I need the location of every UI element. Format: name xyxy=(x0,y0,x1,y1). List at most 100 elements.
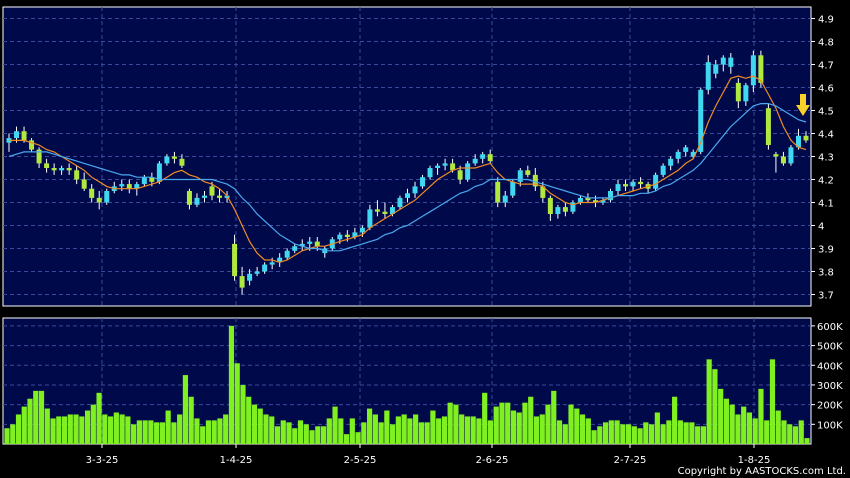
price-tick-label: 4.3 xyxy=(818,153,834,164)
volume-bar xyxy=(251,404,258,444)
volume-bar xyxy=(741,406,747,444)
candle-up xyxy=(397,197,403,208)
volume-bar xyxy=(424,422,430,444)
volume-bar xyxy=(430,410,436,444)
volume-bar-series xyxy=(4,325,810,444)
volume-bar xyxy=(33,390,39,444)
volume-bar xyxy=(660,424,666,444)
volume-axis: 100K 200K 300K 400K 500K 600K xyxy=(811,322,843,431)
volume-bar xyxy=(205,420,212,444)
candle-down xyxy=(374,209,380,212)
volume-bar xyxy=(303,424,309,444)
volume-bar xyxy=(309,430,315,444)
candle-up xyxy=(480,154,486,159)
volume-bar xyxy=(355,432,361,444)
candle-up xyxy=(427,168,433,178)
volume-bar xyxy=(654,412,660,444)
price-tick-label: 4 xyxy=(818,222,824,233)
date-tick-label: 2-7-25 xyxy=(614,455,647,466)
candle-up xyxy=(510,181,516,196)
volume-bar xyxy=(378,422,384,444)
price-tick-label: 3.7 xyxy=(818,291,834,302)
candle-down xyxy=(765,108,771,145)
volume-bar xyxy=(551,390,557,444)
candle-up xyxy=(435,165,441,168)
volume-bar xyxy=(119,414,125,444)
volume-bar xyxy=(631,426,637,444)
volume-bar xyxy=(15,414,22,444)
volume-bar xyxy=(395,416,401,444)
volume-bar xyxy=(297,420,304,444)
volume-tick-label: 500K xyxy=(817,342,843,353)
candle-up xyxy=(164,156,170,164)
moving-average-short-line xyxy=(9,75,807,263)
volume-bar xyxy=(735,414,741,444)
volume-bar xyxy=(620,424,626,444)
candle-up xyxy=(59,168,65,171)
volume-bar xyxy=(597,426,603,444)
volume-bar xyxy=(706,359,712,444)
volume-bar xyxy=(61,416,68,444)
price-tick-label: 4.2 xyxy=(818,176,834,187)
candle-up xyxy=(352,232,358,237)
candle-down xyxy=(74,170,80,180)
candle-up xyxy=(653,174,659,189)
date-tick-label: 1-4-25 xyxy=(220,455,253,466)
price-tick-label: 4.6 xyxy=(818,84,834,95)
candle-up xyxy=(367,209,373,228)
volume-bar xyxy=(73,414,79,444)
volume-bar xyxy=(142,420,148,444)
candle-down xyxy=(758,55,764,83)
candle-up xyxy=(608,191,614,201)
volume-bar xyxy=(343,434,350,444)
price-tick-label: 4.8 xyxy=(818,38,834,49)
volume-bar xyxy=(528,396,534,444)
volume-bar xyxy=(182,375,189,444)
volume-bar xyxy=(545,404,551,444)
price-tick-label: 3.8 xyxy=(818,268,834,279)
volume-bar xyxy=(4,428,10,444)
volume-bar xyxy=(516,412,522,444)
volume-bar xyxy=(764,420,770,444)
candle-up xyxy=(194,197,200,205)
volume-bar xyxy=(533,416,540,444)
volume-bar xyxy=(459,414,465,444)
volume-bar xyxy=(602,422,609,444)
volume-bar xyxy=(27,398,33,444)
volume-bar xyxy=(677,420,683,444)
volume-bar xyxy=(700,426,707,444)
volume-bar xyxy=(401,414,407,444)
candle-up xyxy=(359,227,365,233)
candle-down xyxy=(126,184,132,189)
candle-down xyxy=(96,197,102,203)
candle-down xyxy=(209,186,215,196)
volume-bar xyxy=(505,402,511,444)
volume-bar xyxy=(510,410,517,444)
volume-bar xyxy=(240,384,246,444)
volume-bar xyxy=(683,422,689,444)
candle-up xyxy=(389,207,395,214)
volume-bar xyxy=(752,418,758,444)
volume-bar xyxy=(217,418,223,444)
down-arrow-shape xyxy=(796,94,810,116)
candle-down xyxy=(495,181,501,203)
candle-down xyxy=(21,131,27,141)
volume-bar xyxy=(148,420,154,444)
candle-up xyxy=(675,151,681,159)
candle-down xyxy=(525,170,531,175)
candle-up xyxy=(134,184,140,189)
volume-bar xyxy=(487,420,494,444)
candle-down xyxy=(487,154,493,162)
candle-down xyxy=(450,163,456,171)
volume-bar xyxy=(84,410,91,444)
volume-bar xyxy=(787,424,793,444)
date-tick-label: 3-3-25 xyxy=(86,455,119,466)
volume-bar xyxy=(384,410,390,444)
volume-bar xyxy=(574,408,580,444)
date-tick-label: 1-8-25 xyxy=(738,455,771,466)
candle-down xyxy=(149,177,155,182)
volume-bar xyxy=(746,412,753,444)
candle-down xyxy=(314,241,320,247)
candle-up xyxy=(262,264,268,272)
